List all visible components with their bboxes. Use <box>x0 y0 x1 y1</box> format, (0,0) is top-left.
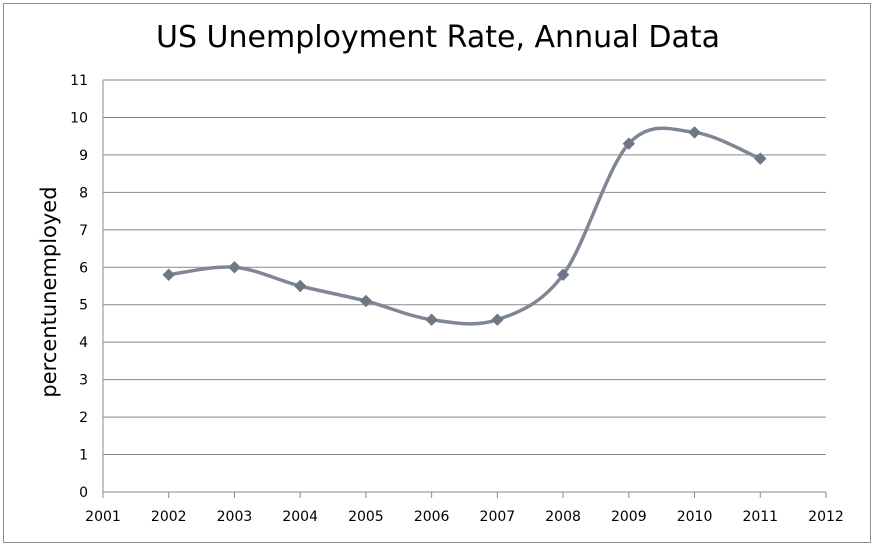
y-tick-labels: 0 1 2 3 4 5 6 7 8 9 10 11 <box>70 73 88 501</box>
x-tick-label: 2006 <box>414 509 450 525</box>
x-tick-label: 2003 <box>217 509 253 525</box>
data-point-2010 <box>688 126 701 139</box>
y-tick-label: 7 <box>79 223 88 239</box>
y-tick-label: 9 <box>79 148 88 164</box>
series-line <box>168 126 761 326</box>
data-point-2003 <box>228 261 241 274</box>
axes <box>102 80 827 498</box>
x-tick-label: 2005 <box>348 509 384 525</box>
x-tick-label: 2010 <box>677 509 713 525</box>
x-tick-label: 2012 <box>808 509 844 525</box>
y-tick-label: 8 <box>79 185 88 201</box>
y-tick-label: 6 <box>79 260 88 276</box>
y-tick-label: 2 <box>79 410 88 426</box>
y-tick-label: 11 <box>70 73 88 89</box>
y-tick-label: 4 <box>79 335 88 351</box>
data-markers <box>162 126 767 326</box>
data-point-2011 <box>754 152 767 165</box>
y-tick-label: 5 <box>79 298 88 314</box>
chart-title: US Unemployment Rate, Annual Data <box>156 20 720 55</box>
data-point-2002 <box>162 268 175 281</box>
data-point-2009 <box>622 137 636 150</box>
x-tick-label: 2004 <box>282 509 318 525</box>
data-point-2007 <box>491 313 504 326</box>
chart-frame: US Unemployment Rate, Annual Data <box>3 3 871 543</box>
x-tick-label: 2001 <box>85 509 121 525</box>
x-tick-label: 2008 <box>545 509 581 525</box>
x-tick-label: 2007 <box>480 509 516 525</box>
x-tick-label: 2009 <box>611 509 647 525</box>
data-point-2005 <box>359 294 373 308</box>
y-tick-label: 3 <box>79 373 88 389</box>
x-tick-label: 2011 <box>742 509 778 525</box>
y-tick-label: 1 <box>79 448 88 464</box>
x-tick-labels: 2001 2002 2003 2004 2005 2006 2007 2008 2009 2010… <box>85 509 844 525</box>
y-tick-label: 0 <box>79 485 88 501</box>
data-point-2004 <box>293 279 307 293</box>
y-tick-label: 10 <box>70 110 88 126</box>
y-axis-label: percentunemployed <box>37 186 61 397</box>
x-tick-label: 2002 <box>151 509 187 525</box>
data-point-2006 <box>425 313 438 326</box>
data-point-2008 <box>556 268 570 281</box>
